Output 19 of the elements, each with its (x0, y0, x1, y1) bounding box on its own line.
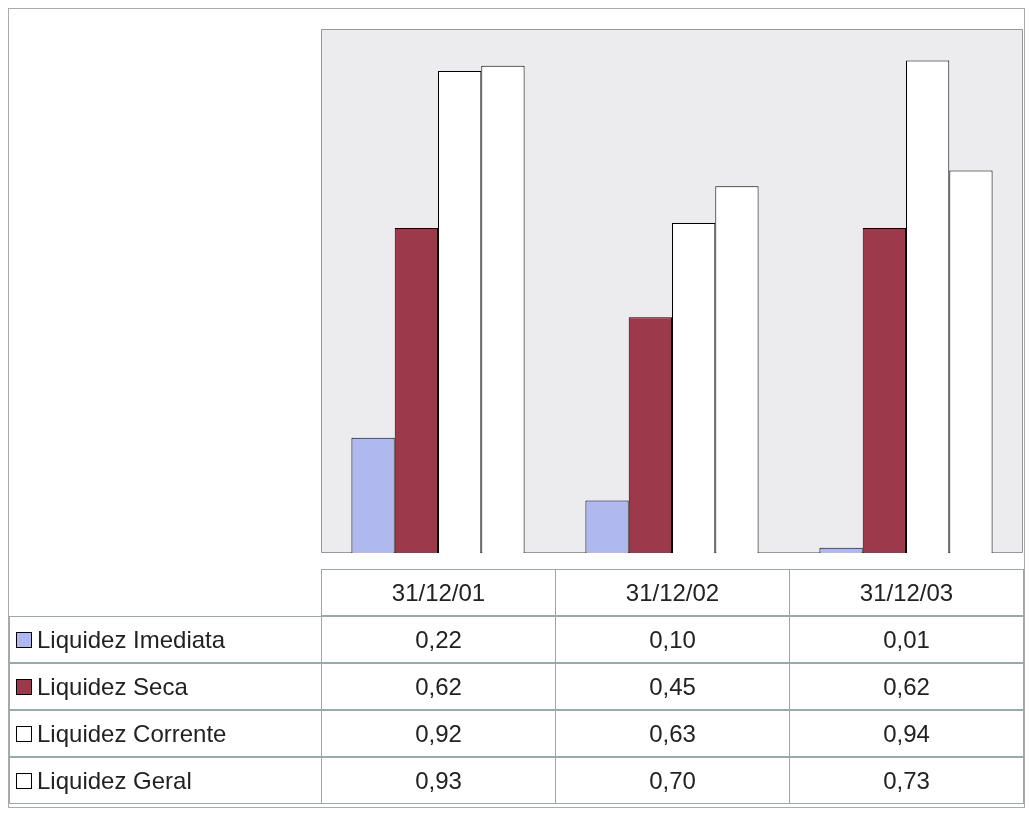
legend-label: Liquidez Geral (37, 766, 192, 795)
data-label: 0,22 (321, 616, 556, 663)
data-label: 0,73 (789, 757, 1024, 804)
data-label: 0,10 (555, 616, 790, 663)
data-label: 0,62 (789, 663, 1024, 710)
data-label: 0,45 (555, 663, 790, 710)
legend-label: Liquidez Corrente (37, 719, 227, 748)
legend-label: Liquidez Seca (37, 672, 188, 701)
data-label: 0,70 (555, 757, 790, 804)
data-label: 0,93 (321, 757, 556, 804)
x-tick-label: 31/12/03 (789, 569, 1024, 616)
data-label: 0,62 (321, 663, 556, 710)
x-tick-label: 31/12/01 (321, 569, 556, 616)
data-label: 0,63 (555, 710, 790, 757)
x-tick-label: 31/12/02 (555, 569, 790, 616)
legend-label: Liquidez Imediata (37, 625, 226, 654)
data-label: 0,01 (789, 616, 1024, 663)
data-label: 0,94 (789, 710, 1024, 757)
data-label: 0,92 (321, 710, 556, 757)
